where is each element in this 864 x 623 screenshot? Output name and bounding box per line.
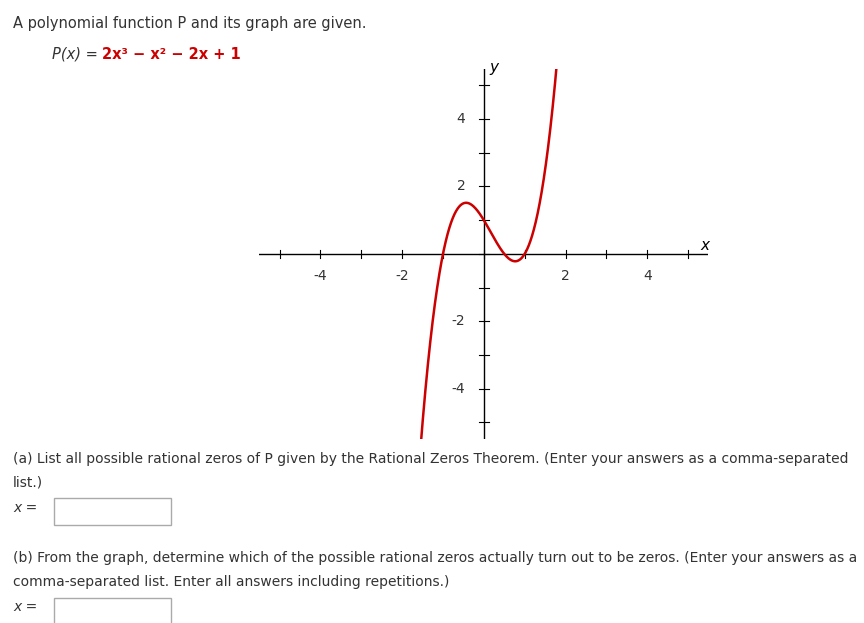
Text: 4: 4 — [457, 112, 466, 126]
Text: comma-separated list. Enter all answers including repetitions.): comma-separated list. Enter all answers … — [13, 575, 449, 589]
Text: 2x³ − x² − 2x + 1: 2x³ − x² − 2x + 1 — [102, 47, 241, 62]
Text: x: x — [701, 238, 709, 253]
Text: y: y — [490, 60, 499, 75]
Text: x =: x = — [13, 601, 37, 614]
Text: -2: -2 — [452, 314, 466, 328]
Text: A polynomial function P and its graph are given.: A polynomial function P and its graph ar… — [13, 16, 366, 31]
Text: P(x) =: P(x) = — [52, 47, 102, 62]
Text: -4: -4 — [452, 382, 466, 396]
Text: 2: 2 — [457, 179, 466, 194]
Text: (b) From the graph, determine which of the possible rational zeros actually turn: (b) From the graph, determine which of t… — [13, 551, 857, 565]
Text: list.): list.) — [13, 475, 43, 489]
Text: 4: 4 — [643, 269, 651, 283]
Text: (a) List all possible rational zeros of P given by the Rational Zeros Theorem. (: (a) List all possible rational zeros of … — [13, 452, 848, 465]
Text: -2: -2 — [396, 269, 409, 283]
Text: -4: -4 — [314, 269, 327, 283]
Text: 2: 2 — [561, 269, 570, 283]
Text: x =: x = — [13, 501, 37, 515]
